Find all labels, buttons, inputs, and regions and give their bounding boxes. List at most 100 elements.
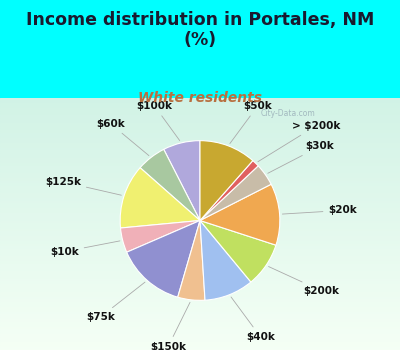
- Bar: [0, 232, 400, 234]
- Bar: [0, 151, 400, 153]
- Text: > $200k: > $200k: [258, 121, 340, 162]
- Bar: [0, 166, 400, 169]
- Bar: [0, 330, 400, 332]
- Bar: [0, 181, 400, 184]
- Bar: [0, 103, 400, 106]
- Bar: [0, 272, 400, 274]
- Bar: [0, 337, 400, 340]
- Bar: [0, 259, 400, 262]
- Wedge shape: [200, 220, 251, 300]
- Bar: [0, 108, 400, 111]
- Bar: [0, 237, 400, 239]
- Bar: [0, 282, 400, 285]
- Wedge shape: [127, 220, 200, 297]
- Bar: [0, 348, 400, 350]
- Bar: [0, 252, 400, 254]
- Wedge shape: [140, 149, 200, 220]
- Bar: [0, 257, 400, 259]
- Bar: [0, 144, 400, 146]
- Text: $150k: $150k: [150, 302, 190, 350]
- Bar: [0, 322, 400, 325]
- Bar: [0, 274, 400, 277]
- Bar: [0, 289, 400, 292]
- Bar: [0, 148, 400, 151]
- Bar: [0, 279, 400, 282]
- Bar: [0, 136, 400, 138]
- Bar: [0, 106, 400, 108]
- Bar: [0, 116, 400, 118]
- Bar: [0, 315, 400, 317]
- Bar: [0, 219, 400, 222]
- Bar: [0, 241, 400, 244]
- Bar: [0, 327, 400, 330]
- Bar: [0, 98, 400, 100]
- Text: $60k: $60k: [96, 119, 149, 156]
- Wedge shape: [200, 141, 253, 220]
- Text: $125k: $125k: [45, 177, 121, 195]
- Bar: [0, 325, 400, 327]
- Bar: [0, 156, 400, 159]
- Bar: [0, 310, 400, 312]
- Wedge shape: [200, 184, 280, 245]
- Bar: [0, 171, 400, 174]
- Bar: [0, 267, 400, 270]
- Text: $75k: $75k: [86, 282, 145, 322]
- Bar: [0, 133, 400, 136]
- Text: $30k: $30k: [268, 141, 334, 173]
- Bar: [0, 304, 400, 307]
- Bar: [0, 159, 400, 161]
- Bar: [0, 194, 400, 196]
- Bar: [0, 317, 400, 320]
- Bar: [0, 178, 400, 181]
- Wedge shape: [200, 166, 271, 220]
- Bar: [0, 206, 400, 209]
- Text: $20k: $20k: [282, 205, 357, 215]
- Bar: [0, 196, 400, 199]
- Bar: [0, 307, 400, 310]
- Bar: [0, 224, 400, 226]
- Bar: [0, 335, 400, 337]
- Bar: [0, 191, 400, 194]
- Bar: [0, 199, 400, 201]
- Bar: [0, 229, 400, 232]
- Bar: [0, 189, 400, 191]
- Bar: [0, 126, 400, 128]
- Text: $50k: $50k: [230, 101, 272, 144]
- Bar: [0, 214, 400, 216]
- Bar: [0, 123, 400, 126]
- Wedge shape: [200, 220, 276, 282]
- Bar: [0, 209, 400, 211]
- Text: $100k: $100k: [136, 101, 180, 141]
- Bar: [0, 277, 400, 279]
- Bar: [0, 244, 400, 247]
- Bar: [0, 216, 400, 219]
- Bar: [0, 113, 400, 116]
- Bar: [0, 247, 400, 249]
- Text: City-Data.com: City-Data.com: [261, 108, 315, 118]
- Bar: [0, 239, 400, 241]
- Bar: [0, 204, 400, 206]
- Wedge shape: [120, 220, 200, 252]
- Bar: [0, 262, 400, 264]
- Bar: [0, 174, 400, 176]
- Wedge shape: [178, 220, 205, 300]
- Bar: [0, 234, 400, 237]
- Bar: [0, 141, 400, 144]
- Bar: [0, 292, 400, 295]
- Bar: [0, 302, 400, 304]
- Bar: [0, 249, 400, 252]
- Bar: [0, 222, 400, 224]
- Wedge shape: [164, 141, 200, 220]
- Bar: [0, 100, 400, 103]
- Bar: [0, 161, 400, 163]
- Bar: [0, 270, 400, 272]
- Bar: [0, 184, 400, 186]
- Bar: [0, 128, 400, 131]
- Bar: [0, 264, 400, 267]
- Text: $40k: $40k: [231, 297, 275, 342]
- Bar: [0, 295, 400, 297]
- Wedge shape: [200, 161, 258, 220]
- Bar: [0, 169, 400, 171]
- Bar: [0, 342, 400, 345]
- Bar: [0, 146, 400, 148]
